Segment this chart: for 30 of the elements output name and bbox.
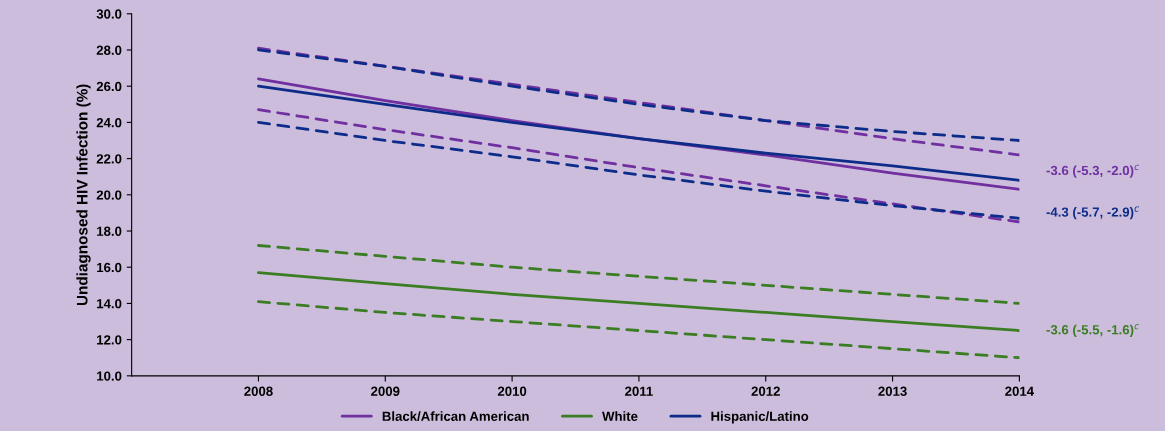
line-series: [257, 46, 1020, 157]
line-series: [257, 271, 1020, 332]
y-tick-label: 30.0: [96, 9, 122, 19]
legend-label: Black/African American: [382, 411, 529, 422]
x-tick-label: 2014: [1005, 386, 1034, 396]
x-tick-label: 2012: [751, 386, 780, 396]
text: -3.6 (-5.5, -1.6)$^{c}$: [1046, 324, 1140, 338]
y-axis-title: Undiagnosed HIV Infection (%): [76, 84, 91, 306]
y-tick-label: 22.0: [96, 154, 122, 164]
x-tick-label: 2013: [878, 386, 907, 396]
y-tick-label: 26.0: [96, 81, 122, 92]
text: -3.6 (-5.3, -2.0)$^{c}$: [1046, 164, 1140, 178]
y-tick-label: 12.0: [97, 335, 122, 345]
y-tick-label: 24.0: [96, 117, 122, 128]
x-tick-label: 2010: [497, 386, 527, 396]
text: -4.3 (-5.7, -2.9)$^{c}$: [1046, 206, 1140, 220]
line-series: [257, 48, 1020, 142]
legend-label: Hispanic/Latino: [711, 411, 809, 424]
line-series: [257, 244, 1020, 305]
x-tick-label: 2009: [371, 386, 400, 396]
line-series: [257, 300, 1020, 360]
y-tick-label: 10.0: [97, 371, 122, 381]
x-tick-label: 2011: [625, 386, 653, 396]
y-tick-label: 16.0: [97, 262, 122, 273]
legend-label: White: [602, 411, 638, 421]
y-tick-label: 18.0: [97, 226, 122, 236]
y-tick-label: 20.0: [96, 190, 122, 200]
y-tick-label: 14.0: [97, 298, 122, 309]
y-tick-label: 28.0: [96, 45, 122, 55]
x-tick-label: 2008: [244, 386, 273, 396]
